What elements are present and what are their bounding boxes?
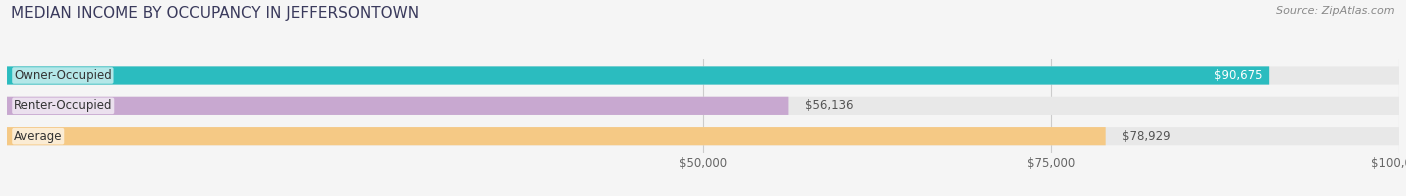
Text: $90,675: $90,675 <box>1213 69 1263 82</box>
FancyBboxPatch shape <box>7 127 1105 145</box>
FancyBboxPatch shape <box>7 97 789 115</box>
FancyBboxPatch shape <box>7 66 1399 85</box>
Text: Source: ZipAtlas.com: Source: ZipAtlas.com <box>1277 6 1395 16</box>
FancyBboxPatch shape <box>7 66 1270 85</box>
Text: Renter-Occupied: Renter-Occupied <box>14 99 112 112</box>
FancyBboxPatch shape <box>7 127 1399 145</box>
Text: $56,136: $56,136 <box>806 99 853 112</box>
Text: $78,929: $78,929 <box>1122 130 1171 143</box>
FancyBboxPatch shape <box>7 97 1399 115</box>
Text: Average: Average <box>14 130 62 143</box>
Text: MEDIAN INCOME BY OCCUPANCY IN JEFFERSONTOWN: MEDIAN INCOME BY OCCUPANCY IN JEFFERSONT… <box>11 6 419 21</box>
Text: Owner-Occupied: Owner-Occupied <box>14 69 111 82</box>
